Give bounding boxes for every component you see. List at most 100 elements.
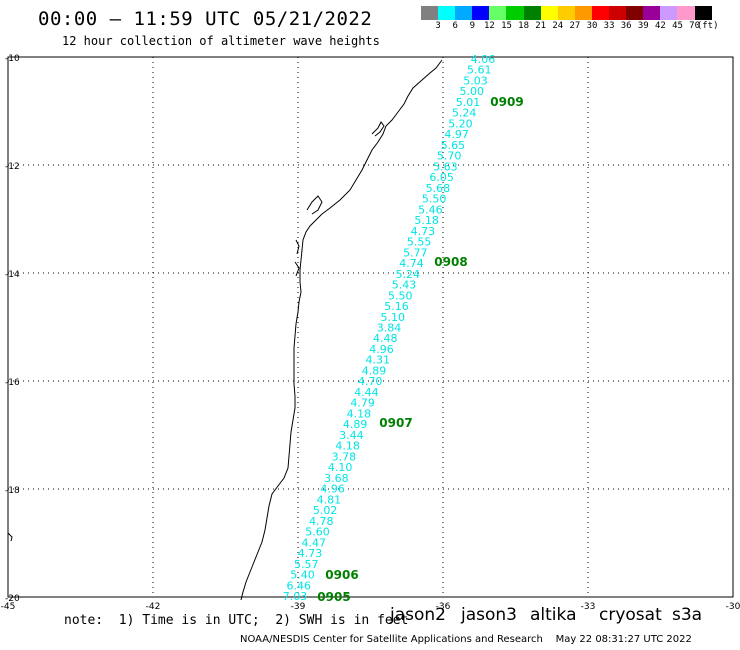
swh-value: 5.50	[388, 289, 413, 302]
footer-credit: NOAA/NESDIS Center for Satellite Applica…	[240, 634, 692, 645]
swh-value: 5.01	[456, 96, 481, 109]
legend-swatch	[609, 6, 627, 20]
legend-swatch	[643, 6, 661, 20]
swh-value: 4.73	[298, 547, 323, 560]
swh-value: 4.78	[309, 515, 334, 528]
legend-label: 30	[586, 21, 598, 31]
swh-value: 5.61	[467, 64, 492, 77]
legend-swatch	[455, 6, 473, 20]
legend-swatch	[660, 6, 678, 20]
lon-tick-label: -39	[291, 602, 306, 612]
swh-value: 4.06	[471, 53, 496, 66]
swh-value: 5.03	[463, 74, 488, 87]
legend-label: 33	[603, 21, 615, 31]
swh-value: 4.10	[328, 461, 353, 474]
swh-value: 5.77	[403, 246, 428, 259]
swh-value: 5.02	[313, 504, 338, 517]
legend-label: 9	[469, 21, 476, 31]
legend-label: 24	[552, 21, 564, 31]
swh-value: 4.48	[373, 332, 398, 345]
legend-swatch	[591, 6, 610, 20]
lat-tick-label: -14	[5, 270, 20, 280]
swh-value: 5.57	[294, 558, 319, 571]
swh-value: 6.46	[287, 579, 312, 592]
legend-label: 42	[654, 21, 666, 31]
legend-label: 27	[569, 21, 581, 31]
legend-label: 6	[452, 21, 458, 31]
legend-swatch	[557, 6, 575, 20]
pass-time-label: 0907	[379, 416, 412, 430]
legend-label: 36	[620, 21, 632, 31]
legend-swatch	[677, 6, 695, 20]
map-frame	[7, 56, 734, 598]
satellite-s3a: s3a	[672, 605, 703, 625]
swh-value: 5.16	[384, 300, 409, 313]
swh-value: 5.20	[448, 117, 473, 130]
color-legend: 3 6 9 12 15 18 21 24 27 30 33 36 39 42 45 70 (ft)	[421, 6, 719, 34]
swh-value: 4.18	[335, 440, 360, 453]
satellite-jason2: jason2	[390, 605, 446, 625]
lagoon-islands	[294, 239, 300, 277]
pass-time-label: 0909	[490, 95, 523, 109]
lon-tick-label: -36	[436, 602, 451, 612]
swh-value: 5.55	[407, 236, 432, 249]
swh-value: 4.81	[317, 493, 342, 506]
lon-tick-label: -45	[1, 602, 16, 612]
lon-tick-label: -42	[146, 602, 161, 612]
lat-tick-label: -10	[5, 54, 20, 64]
swh-value: 5.24	[396, 268, 421, 281]
satellite-cryosat: cryosat	[599, 605, 662, 625]
legend-label: 12	[483, 21, 495, 31]
swh-value: 4.89	[362, 364, 387, 377]
time-labels: 0909 0908 0907 0906 0905	[317, 95, 523, 604]
swh-value: 4.44	[354, 386, 379, 399]
swh-value: 6.05	[429, 171, 454, 184]
legend-swatch	[626, 6, 644, 20]
legend-swatch	[489, 6, 507, 20]
swh-value: 7.03	[283, 590, 308, 603]
lat-tick-label: -12	[5, 162, 20, 172]
swh-value: 4.96	[369, 343, 394, 356]
pass-time-label: 0906	[325, 568, 358, 582]
bay-inlet	[306, 121, 385, 215]
swh-value: 5.40	[290, 569, 315, 582]
swh-track: 4.065.615.035.005.015.245.204.975.655.70…	[283, 53, 496, 603]
swh-value: 4.79	[350, 397, 375, 410]
swh-value: 5.70	[437, 150, 462, 163]
legend-swatch	[523, 6, 541, 20]
satellite-altika: altika	[530, 605, 577, 625]
legend-label: 18	[518, 21, 530, 31]
lon-tick-label: -33	[581, 602, 596, 612]
legend-swatch	[694, 6, 712, 20]
legend-label: 39	[637, 21, 649, 31]
coastline	[240, 59, 443, 601]
legend-label: 45	[672, 21, 683, 31]
lon-tick-label: -30	[726, 602, 740, 612]
legend-label: 15	[501, 21, 512, 31]
swh-value: 4.31	[365, 354, 390, 367]
lat-tick-label: -20	[5, 594, 20, 604]
swh-value: 4.47	[302, 536, 327, 549]
swh-value: 5.68	[426, 182, 451, 195]
swh-value: 5.43	[392, 279, 417, 292]
swh-value: 4.74	[399, 257, 424, 270]
swh-value: 5.50	[422, 193, 447, 206]
legend-swatch	[540, 6, 558, 20]
legend-swatch	[506, 6, 524, 20]
axis-labels: -10 -12 -14 -16 -18 -20-45 -42 -39 -36 -33 -30	[1, 54, 740, 612]
swh-value: 5.00	[459, 85, 484, 98]
satellite-jason3: jason3	[461, 605, 517, 625]
swh-value: 4.97	[444, 128, 469, 141]
chart-subtitle: 12 hour collection of altimeter wave hei…	[62, 34, 380, 48]
swh-value: 4.70	[358, 375, 383, 388]
lat-tick-label: -16	[5, 378, 20, 388]
swh-value: 4.18	[347, 407, 372, 420]
swh-value: 5.10	[381, 311, 406, 324]
legend-label: 21	[535, 21, 547, 31]
swh-value: 4.96	[320, 483, 345, 496]
legend-swatch	[574, 6, 592, 20]
swh-value: 5.18	[414, 214, 439, 227]
pass-time-label: 0908	[434, 255, 467, 269]
legend-labels: 3 6 9 12 15 18 21 24 27 30 33 36 39 42 45 70 (ft)	[421, 20, 718, 34]
